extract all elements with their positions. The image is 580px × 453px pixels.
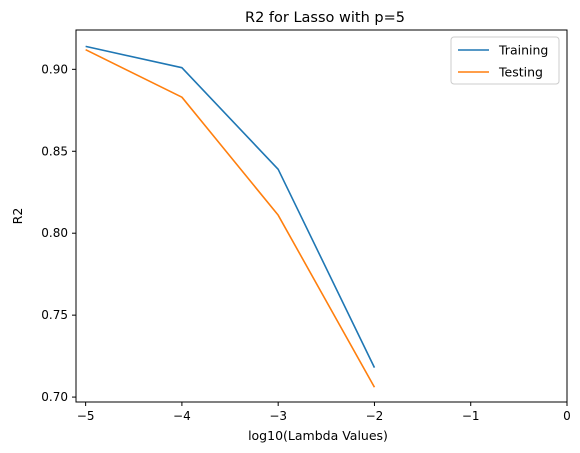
- x-tick-label: −5: [77, 409, 95, 423]
- x-tick-label: −4: [173, 409, 191, 423]
- legend: Training Testing: [450, 36, 560, 85]
- y-axis-label: R2: [10, 208, 25, 225]
- x-tick-label: −3: [269, 409, 287, 423]
- x-axis: −5 −4 −3 −2 −1 0: [77, 402, 571, 423]
- series-line-training: [85, 45, 376, 368]
- plot-frame: [75, 29, 568, 403]
- x-tick-label: −2: [366, 409, 384, 423]
- x-tick-label: −1: [462, 409, 480, 423]
- x-tick-label: 0: [563, 409, 571, 423]
- legend-label-training: Training: [498, 43, 548, 58]
- y-axis: 0.70 0.75 0.80 0.85 0.90: [41, 62, 76, 404]
- x-axis-label: log10(Lambda Values): [248, 428, 388, 443]
- legend-label-testing: Testing: [498, 65, 543, 80]
- y-tick-label: 0.70: [41, 390, 68, 404]
- y-tick-label: 0.85: [41, 144, 68, 158]
- y-tick-label: 0.75: [41, 308, 68, 322]
- y-tick-label: 0.80: [41, 226, 68, 240]
- series-line-testing: [85, 48, 376, 388]
- chart-title: R2 for Lasso with p=5: [245, 10, 405, 26]
- y-tick-label: 0.90: [41, 62, 68, 76]
